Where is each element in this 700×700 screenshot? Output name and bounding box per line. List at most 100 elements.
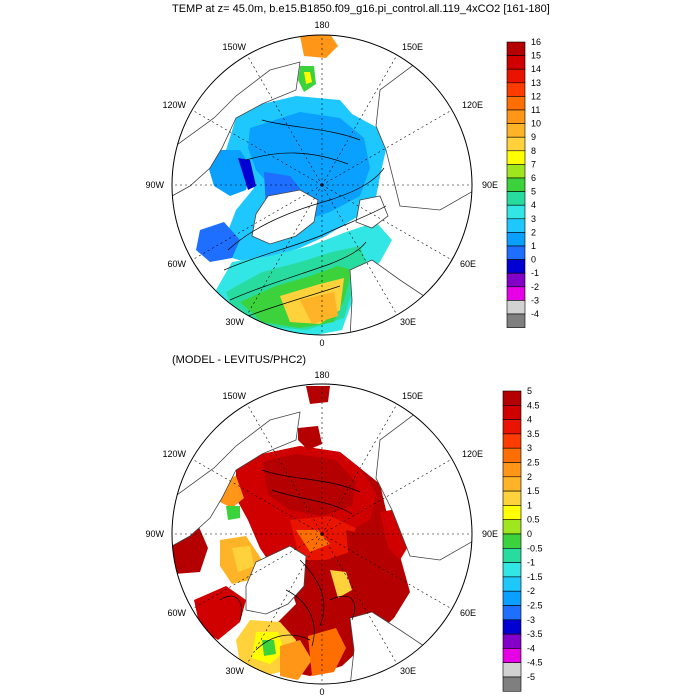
bottom-colorbar-swatch bbox=[502, 447, 522, 463]
bottom-lon-label: 90E bbox=[482, 529, 498, 539]
bottom-colorbar-swatch bbox=[502, 676, 522, 692]
top-colorbar-swatch bbox=[506, 245, 526, 260]
bottom-colorbar-swatch bbox=[502, 490, 522, 506]
bottom-colorbar-label: 4 bbox=[527, 415, 532, 425]
bottom-colorbar-label: 0.5 bbox=[527, 515, 540, 525]
top-colorbar-label: -2 bbox=[531, 282, 539, 292]
bottom-map-border bbox=[171, 383, 473, 685]
top-colorbar-swatch bbox=[506, 41, 526, 56]
bottom-colorbar-swatch bbox=[502, 576, 522, 592]
top-colorbar-swatch bbox=[506, 96, 526, 111]
top-lon-label: 30W bbox=[225, 317, 244, 327]
bottom-colorbar-label: -2 bbox=[527, 586, 535, 596]
bottom-colorbar-swatch bbox=[502, 390, 522, 406]
top-colorbar-label: -4 bbox=[531, 309, 539, 319]
bottom-map: 180 150E 120E 90E 60E 30E 0 30W 60W 90W … bbox=[145, 370, 542, 697]
bottom-colorbar-label: 0 bbox=[527, 529, 532, 539]
top-colorbar-swatch bbox=[506, 191, 526, 206]
top-lon-label: 120E bbox=[462, 100, 483, 110]
top-colorbar-swatch bbox=[506, 177, 526, 192]
top-colorbar-swatch bbox=[506, 286, 526, 301]
bottom-colorbar-swatch bbox=[502, 505, 522, 520]
bottom-colorbar-swatch bbox=[502, 462, 522, 478]
bottom-colorbar-label: -0.5 bbox=[527, 543, 543, 553]
top-colorbar-label: 13 bbox=[531, 78, 541, 88]
top-colorbar-label: 16 bbox=[531, 37, 541, 47]
bottom-colorbar-label: -3.5 bbox=[527, 629, 543, 639]
top-lon-label: 60W bbox=[167, 259, 186, 269]
bottom-colorbar-swatch bbox=[502, 547, 522, 563]
top-colorbar-label: 12 bbox=[531, 91, 541, 101]
top-colorbar-label: 9 bbox=[531, 132, 536, 142]
top-colorbar-swatch bbox=[506, 123, 526, 138]
top-colorbar-swatch bbox=[506, 109, 526, 124]
bottom-lon-label: 60W bbox=[167, 608, 186, 618]
bottom-colorbar: 5 4.5 4 3.5 3 2.5 2 1.5 1 0.5 0 -0.5 -1 -1.5 -2 -2.5 -3 -… bbox=[502, 386, 543, 692]
bottom-lon-label: 0 bbox=[319, 687, 324, 697]
top-lon-label: 180 bbox=[314, 20, 329, 30]
top-colorbar-swatch bbox=[506, 259, 526, 274]
bottom-colorbar-swatch bbox=[502, 605, 522, 621]
bottom-colorbar-label: 2 bbox=[527, 472, 532, 482]
top-colorbar-label: 8 bbox=[531, 146, 536, 156]
top-graticule bbox=[172, 35, 472, 335]
top-colorbar-swatch bbox=[506, 164, 526, 179]
top-lon-label: 90W bbox=[145, 180, 164, 190]
bottom-colorbar-swatch bbox=[502, 662, 522, 678]
bottom-lon-label: 180 bbox=[314, 370, 329, 380]
bottom-colorbar-label: -2.5 bbox=[527, 601, 543, 611]
bottom-colorbar-label: -4.5 bbox=[527, 658, 543, 668]
bottom-colorbar-label: 2.5 bbox=[527, 458, 540, 468]
bottom-colorbar-swatch bbox=[502, 562, 522, 578]
top-colorbar-swatch bbox=[506, 232, 526, 247]
top-lon-label: 120W bbox=[162, 100, 186, 110]
top-colorbar-swatch bbox=[506, 218, 526, 233]
top-lon-label: 30E bbox=[400, 317, 416, 327]
bottom-colorbar-swatch bbox=[502, 404, 522, 420]
bottom-colorbar-label: -5 bbox=[527, 672, 535, 682]
bottom-lon-label: 120W bbox=[162, 449, 186, 459]
top-colorbar-label: 5 bbox=[531, 187, 536, 197]
bottom-colorbar-label: -4 bbox=[527, 643, 535, 653]
bottom-colorbar-swatch bbox=[502, 633, 522, 649]
bottom-colorbar-swatch bbox=[502, 419, 522, 435]
bottom-colorbar-label: 5 bbox=[527, 386, 532, 396]
top-lon-label: 90E bbox=[482, 180, 498, 190]
top-colorbar-label: 4 bbox=[531, 200, 536, 210]
bottom-colorbar-swatch bbox=[502, 648, 522, 664]
bottom-lon-label: 30W bbox=[225, 666, 244, 676]
top-colorbar-swatch bbox=[506, 68, 526, 84]
top-colorbar-label: 0 bbox=[531, 255, 536, 265]
top-colorbar-label: 7 bbox=[531, 159, 536, 169]
bottom-colorbar-label: 1.5 bbox=[527, 486, 540, 496]
bottom-lon-label: 60E bbox=[460, 608, 476, 618]
bottom-colorbar-label: 3.5 bbox=[527, 429, 540, 439]
top-map: 180 150E 120E 90E 60E 30E 0 30W 60W 90W … bbox=[145, 20, 541, 348]
top-colorbar-swatch bbox=[506, 136, 526, 152]
top-colorbar-label: 11 bbox=[531, 105, 540, 115]
top-colorbar-label: 3 bbox=[531, 214, 536, 224]
top-colorbar-label: 15 bbox=[531, 51, 541, 61]
top-colorbar-label: -3 bbox=[531, 295, 539, 305]
bottom-colorbar-label: -1 bbox=[527, 558, 535, 568]
bottom-graticule bbox=[172, 384, 472, 684]
bottom-colorbar-label: 4.5 bbox=[527, 400, 540, 410]
top-panel-title: TEMP at z= 45.0m, b.e15.B1850.f09_g16.pi… bbox=[172, 3, 550, 15]
bottom-colorbar-swatch bbox=[502, 533, 522, 549]
top-colorbar-swatch bbox=[506, 313, 526, 328]
top-colorbar-label: -1 bbox=[531, 268, 539, 278]
top-colorbar-label: 14 bbox=[531, 64, 541, 74]
bottom-colorbar-swatch bbox=[502, 619, 522, 635]
bottom-lon-label: 120E bbox=[462, 449, 483, 459]
top-colorbar-swatch bbox=[506, 300, 526, 315]
bottom-panel-title: (MODEL - LEVITUS/PHC2) bbox=[172, 354, 307, 366]
top-colorbar-label: 2 bbox=[531, 227, 536, 237]
top-map-border bbox=[171, 34, 473, 336]
top-colorbar-label: 1 bbox=[531, 241, 536, 251]
bottom-colorbar-swatch bbox=[502, 590, 522, 606]
top-colorbar-label: 6 bbox=[531, 173, 536, 183]
bottom-lon-label: 150W bbox=[222, 391, 246, 401]
bottom-lon-label: 30E bbox=[400, 666, 416, 676]
